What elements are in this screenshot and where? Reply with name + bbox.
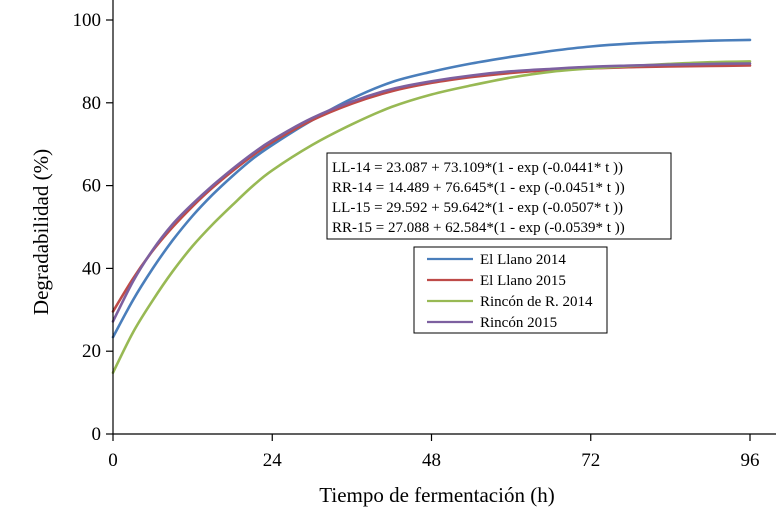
y-tick-label: 0 [92,424,102,445]
x-tick-label: 24 [263,450,283,471]
x-tick-label: 48 [422,450,441,471]
y-tick-label: 80 [82,93,101,114]
legend-label-el-llano-2014: El Llano 2014 [480,252,566,268]
series-lines [111,38,752,374]
series-line-el-llano-2014 [111,38,752,339]
equation-ll15: LL-15 = 29.592 + 59.642*(1 - exp (-0.050… [332,200,623,216]
legend: El Llano 2014 El Llano 2015 Rincón de R.… [413,246,608,334]
y-tick-label: 40 [82,258,101,279]
series-line-rinc-n-2015 [111,62,752,323]
y-axis-ticks: 0 20 40 60 80 100 [73,10,113,445]
x-axis-title: Tiempo de fermentación (h) [319,483,554,507]
x-tick-label: 72 [581,450,600,471]
x-axis-ticks: 0 24 48 72 96 [108,434,760,471]
equation-box-frame [326,152,672,240]
x-tick-label: 0 [108,450,118,471]
y-tick-label: 20 [82,341,101,362]
y-axis-title: Degradabilidad (%) [29,149,53,315]
y-tick-label: 100 [73,10,102,31]
legend-label-rincon-de-r-2014: Rincón de R. 2014 [480,294,593,310]
equation-rr14: RR-14 = 14.489 + 76.645*(1 - exp (-0.045… [332,180,625,196]
equation-rr15: RR-15 = 27.088 + 62.584*(1 - exp (-0.053… [332,220,625,236]
y-tick-label: 60 [82,176,101,197]
x-tick-label: 96 [741,450,760,471]
equation-ll14: LL-14 = 23.087 + 73.109*(1 - exp (-0.044… [332,160,623,176]
legend-label-el-llano-2015: El Llano 2015 [480,273,566,289]
equation-box: LL-14 = 23.087 + 73.109*(1 - exp (-0.044… [326,152,672,240]
legend-frame [413,246,608,334]
legend-label-rincon-2015: Rincón 2015 [480,315,557,331]
